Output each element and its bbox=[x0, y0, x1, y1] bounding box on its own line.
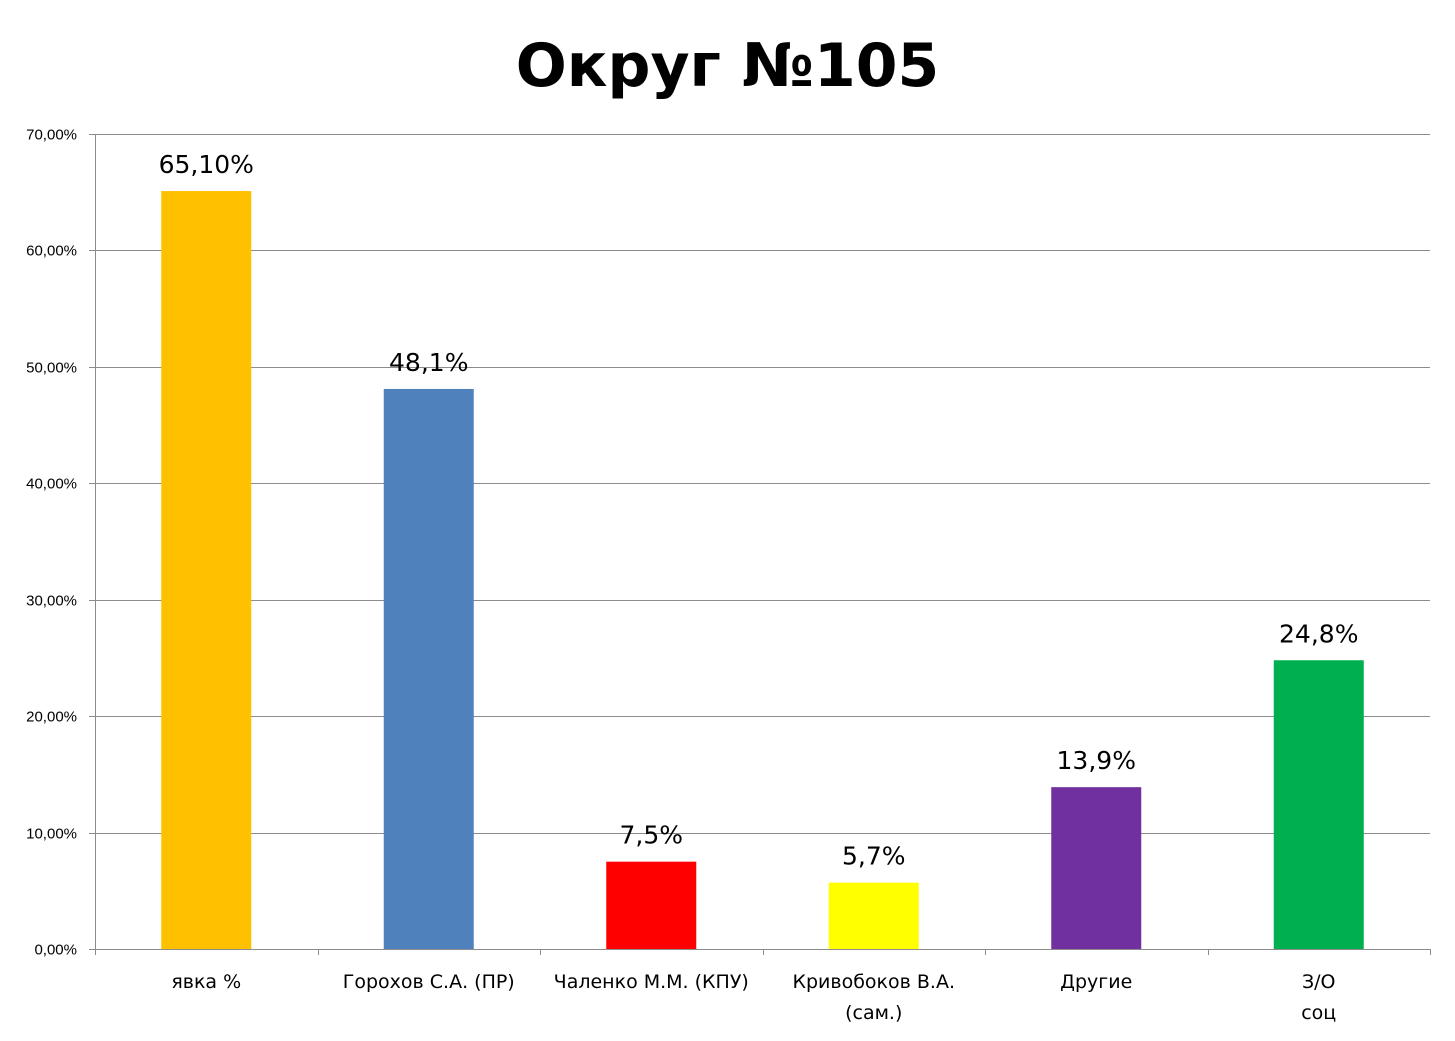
y-tick-labels: 0,00% 10,00% 20,00% 30,00% 40,00% 50,00% 60,00… bbox=[26, 127, 77, 959]
bar bbox=[828, 882, 919, 949]
bar bbox=[1273, 660, 1364, 949]
y-tick-label: 30,00% bbox=[26, 593, 77, 610]
y-tick-label: 0,00% bbox=[34, 942, 77, 959]
y-tick-label: 10,00% bbox=[26, 826, 77, 843]
y-tick-label: 40,00% bbox=[26, 476, 77, 493]
y-tick-label: 70,00% bbox=[26, 127, 77, 144]
axes bbox=[89, 134, 1431, 955]
category-label: Горохов С.А. (ПР) bbox=[343, 971, 515, 993]
data-label: 7,5% bbox=[619, 821, 683, 850]
bar bbox=[606, 861, 697, 949]
category-label: Другие bbox=[1060, 971, 1132, 993]
category-label: явка % bbox=[171, 971, 241, 993]
bar bbox=[383, 388, 474, 949]
bar bbox=[161, 191, 252, 950]
y-tick-label: 60,00% bbox=[26, 243, 77, 260]
bars bbox=[161, 191, 1364, 950]
bar bbox=[1051, 787, 1142, 949]
category-label: Чаленко М.М. (КПУ) bbox=[554, 971, 749, 993]
data-label: 24,8% bbox=[1279, 619, 1358, 648]
chart-title: Округ №105 bbox=[515, 31, 940, 101]
gridlines bbox=[95, 134, 1430, 834]
data-label: 48,1% bbox=[389, 348, 468, 377]
category-label: Кривобоков В.А. bbox=[792, 971, 955, 993]
data-label: 13,9% bbox=[1057, 746, 1136, 775]
category-labels: явка % Горохов С.А. (ПР) Чаленко М.М. (КПУ… bbox=[171, 971, 1336, 1024]
category-label: соц bbox=[1301, 1002, 1336, 1024]
y-tick-label: 50,00% bbox=[26, 360, 77, 377]
y-tick-label: 20,00% bbox=[26, 709, 77, 726]
data-label: 5,7% bbox=[842, 842, 906, 871]
data-label: 65,10% bbox=[159, 150, 254, 179]
category-label: (сам.) bbox=[845, 1002, 902, 1024]
data-labels: 65,10% 48,1% 7,5% 5,7% 13,9% 24,8% bbox=[159, 150, 1359, 871]
category-label: З/О bbox=[1302, 971, 1336, 993]
